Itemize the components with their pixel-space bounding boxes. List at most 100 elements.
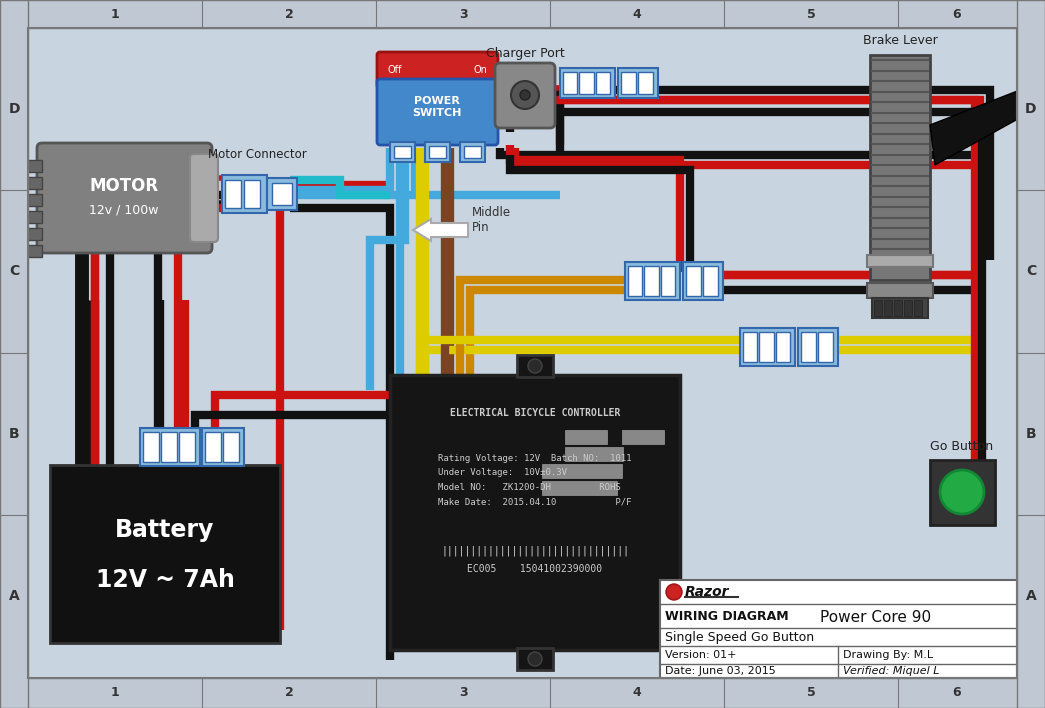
Polygon shape <box>930 90 1025 165</box>
Bar <box>28 194 42 206</box>
Bar <box>1017 0 1045 708</box>
Circle shape <box>940 470 984 514</box>
Bar <box>202 428 243 466</box>
Circle shape <box>520 90 530 100</box>
Bar <box>565 447 623 461</box>
Bar <box>870 55 930 280</box>
Text: Power Core 90: Power Core 90 <box>820 610 931 624</box>
Bar <box>394 146 411 158</box>
Text: C: C <box>8 264 19 278</box>
Bar <box>818 332 833 362</box>
Bar <box>760 332 773 362</box>
Bar <box>28 245 42 257</box>
Bar <box>223 432 239 462</box>
Bar <box>621 72 636 94</box>
Bar <box>798 328 838 366</box>
Bar <box>429 146 446 158</box>
Text: Battery: Battery <box>115 518 214 542</box>
Bar <box>622 430 664 444</box>
Bar <box>660 580 1017 678</box>
FancyBboxPatch shape <box>190 154 218 242</box>
Bar <box>740 328 795 366</box>
Bar <box>425 142 450 162</box>
Bar <box>638 72 653 94</box>
Bar <box>596 72 610 94</box>
Bar <box>205 432 220 462</box>
Text: 5: 5 <box>807 687 815 700</box>
Bar <box>50 465 280 643</box>
Bar <box>542 464 622 478</box>
Bar <box>579 72 594 94</box>
Text: B: B <box>8 427 19 441</box>
FancyBboxPatch shape <box>37 143 212 253</box>
Bar <box>628 266 643 296</box>
Text: 6: 6 <box>953 8 961 21</box>
Text: C: C <box>1026 264 1037 278</box>
Bar <box>28 160 42 172</box>
Bar <box>390 375 680 650</box>
Bar <box>618 68 658 98</box>
Bar <box>517 648 553 670</box>
Bar <box>563 72 577 94</box>
Text: 1: 1 <box>111 8 119 21</box>
Text: Brake Lever: Brake Lever <box>862 33 937 47</box>
Bar <box>686 266 701 296</box>
Bar <box>565 430 607 444</box>
Text: POWER
SWITCH: POWER SWITCH <box>413 96 462 118</box>
FancyArrow shape <box>413 219 468 241</box>
Text: 3: 3 <box>459 8 467 21</box>
Text: Charger Port: Charger Port <box>486 47 564 59</box>
Bar <box>243 180 260 208</box>
Text: Middle
Pin: Middle Pin <box>472 206 511 234</box>
Bar <box>28 228 42 240</box>
Bar <box>872 298 928 318</box>
Text: MOTOR: MOTOR <box>90 177 159 195</box>
Bar <box>874 300 882 316</box>
Bar <box>542 481 617 495</box>
Text: Go Button: Go Button <box>930 440 994 452</box>
Bar <box>268 178 297 210</box>
Text: Off: Off <box>388 65 402 75</box>
Bar <box>867 255 933 267</box>
Text: 4: 4 <box>632 687 642 700</box>
Bar <box>272 183 292 205</box>
Text: ||||||||||||||||||||||||||||||||
EC005    15041002390000: |||||||||||||||||||||||||||||||| EC005 1… <box>441 546 629 574</box>
Bar <box>460 142 485 162</box>
FancyBboxPatch shape <box>377 52 498 88</box>
Text: Single Speed Go Button: Single Speed Go Button <box>665 631 814 644</box>
Bar <box>0 678 1045 708</box>
Bar <box>802 332 816 362</box>
Bar <box>161 432 177 462</box>
FancyBboxPatch shape <box>495 63 555 128</box>
Bar <box>775 332 790 362</box>
Text: 12V ~ 7Ah: 12V ~ 7Ah <box>95 568 234 592</box>
Bar <box>390 142 415 162</box>
Bar <box>914 300 922 316</box>
Circle shape <box>528 652 542 666</box>
Text: 4: 4 <box>632 8 642 21</box>
Text: Verified: Miquel L: Verified: Miquel L <box>843 666 939 676</box>
Bar <box>0 0 1045 28</box>
Bar <box>625 262 680 300</box>
Bar <box>225 180 241 208</box>
Bar <box>884 300 892 316</box>
Text: ELECTRICAL BICYCLE CONTROLLER: ELECTRICAL BICYCLE CONTROLLER <box>449 408 620 418</box>
Bar <box>683 262 723 300</box>
Bar <box>179 432 195 462</box>
Text: Version: 01+: Version: 01+ <box>665 650 737 660</box>
Bar <box>904 300 912 316</box>
Text: 2: 2 <box>284 687 294 700</box>
Circle shape <box>666 584 682 600</box>
Text: B: B <box>1026 427 1037 441</box>
Text: Date: June 03, 2015: Date: June 03, 2015 <box>665 666 775 676</box>
Bar <box>222 175 268 213</box>
Bar <box>560 68 616 98</box>
Text: 2: 2 <box>284 8 294 21</box>
Text: 3: 3 <box>459 687 467 700</box>
Text: Rating Voltage: 12V  Batch NO:  1011
Under Voltage:  10V±0.3V
Model NO:   ZK1200: Rating Voltage: 12V Batch NO: 1011 Under… <box>438 454 632 506</box>
Bar <box>140 428 200 466</box>
Text: 5: 5 <box>807 8 815 21</box>
Text: D: D <box>8 102 20 116</box>
Bar <box>517 355 553 377</box>
Bar <box>703 266 718 296</box>
